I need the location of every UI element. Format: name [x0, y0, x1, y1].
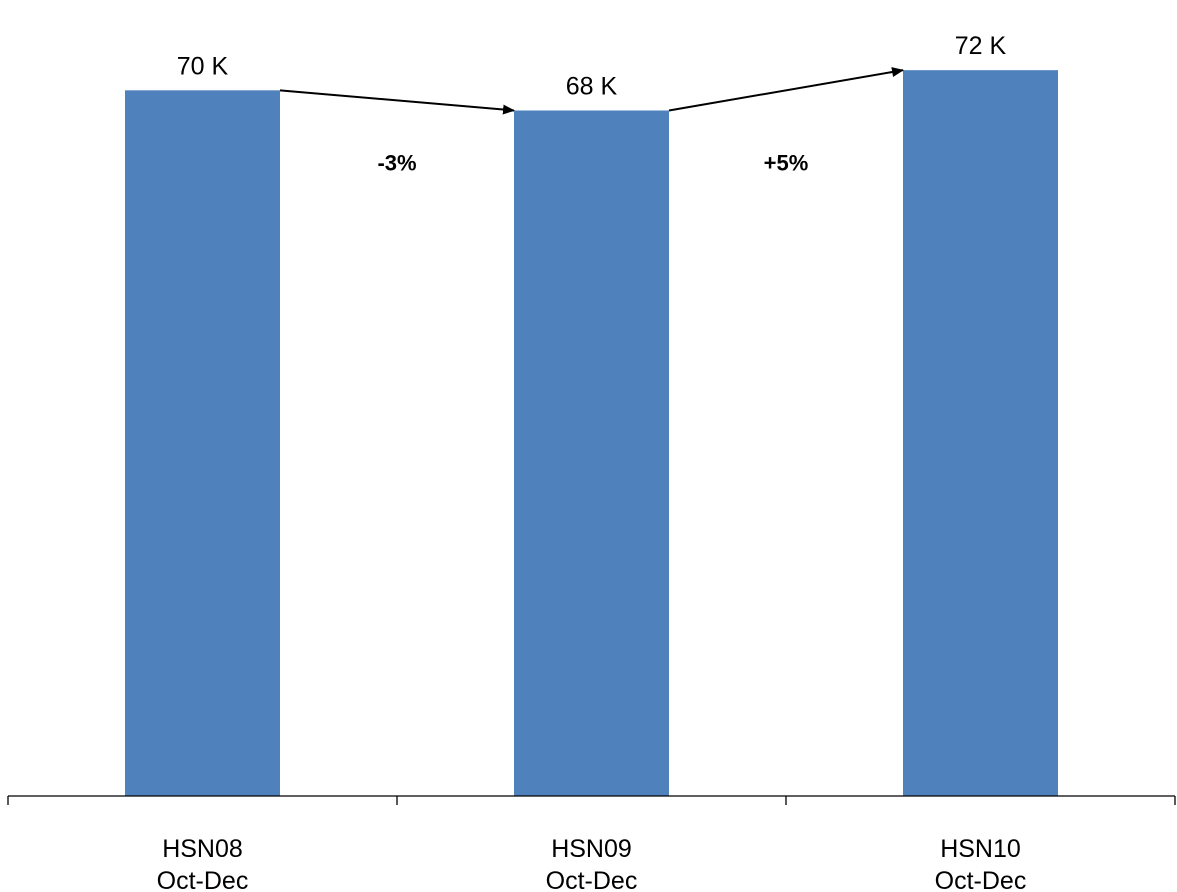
bar-hsn08 [125, 90, 280, 796]
labels-layer: 70 K HSN08 Oct-Dec 68 K HSN09 Oct-Dec 72 K HSN1… [157, 32, 1027, 892]
bar-hsn10 [903, 70, 1058, 796]
change-arrow [668, 67, 904, 112]
data-label: 70 K [177, 52, 229, 80]
x-tick-sublabel: Oct-Dec [546, 867, 638, 892]
x-tick-label: HSN09 [551, 835, 632, 863]
x-tick-label: HSN08 [162, 835, 243, 863]
bar-hsn09 [514, 110, 669, 796]
x-axis [7, 795, 1176, 805]
x-tick-sublabel: Oct-Dec [935, 867, 1027, 892]
x-tick-sublabel: Oct-Dec [157, 867, 249, 892]
change-arrows-layer: -3% +5% [279, 67, 904, 175]
data-label: 72 K [955, 32, 1007, 60]
data-label: 68 K [566, 72, 618, 100]
x-tick-label: HSN10 [940, 835, 1021, 863]
change-label: +5% [764, 150, 809, 175]
bars-layer [125, 70, 1058, 796]
change-label: -3% [377, 150, 416, 175]
change-arrow [279, 89, 515, 115]
